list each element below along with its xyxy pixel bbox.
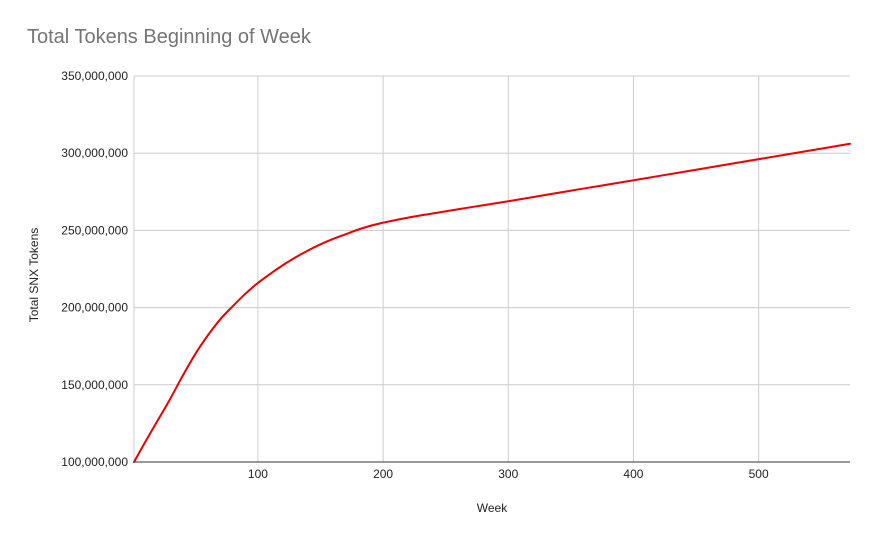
series-line bbox=[133, 142, 851, 463]
y-tick-label: 300,000,000 bbox=[61, 146, 128, 160]
y-tick-label: 250,000,000 bbox=[61, 223, 128, 237]
x-axis-label: Week bbox=[477, 501, 508, 515]
gridlines bbox=[133, 75, 850, 462]
y-tick-label: 100,000,000 bbox=[61, 455, 128, 469]
series-layer bbox=[133, 142, 851, 463]
y-tick-label: 150,000,000 bbox=[61, 378, 128, 392]
chart-title: Total Tokens Beginning of Week bbox=[27, 26, 311, 48]
x-tick-label: 300 bbox=[498, 467, 518, 481]
y-tick-label: 200,000,000 bbox=[61, 301, 128, 315]
x-tick-label: 500 bbox=[749, 467, 769, 481]
y-axis-label: Total SNX Tokens bbox=[27, 228, 41, 323]
tick-labels: 100,000,000 150,000,000 200,000,000 250,000… bbox=[61, 69, 769, 481]
x-tick-label: 400 bbox=[623, 467, 643, 481]
y-tick-label: 350,000,000 bbox=[61, 69, 128, 83]
x-tick-label: 200 bbox=[373, 467, 393, 481]
x-tick-label: 100 bbox=[248, 467, 268, 481]
